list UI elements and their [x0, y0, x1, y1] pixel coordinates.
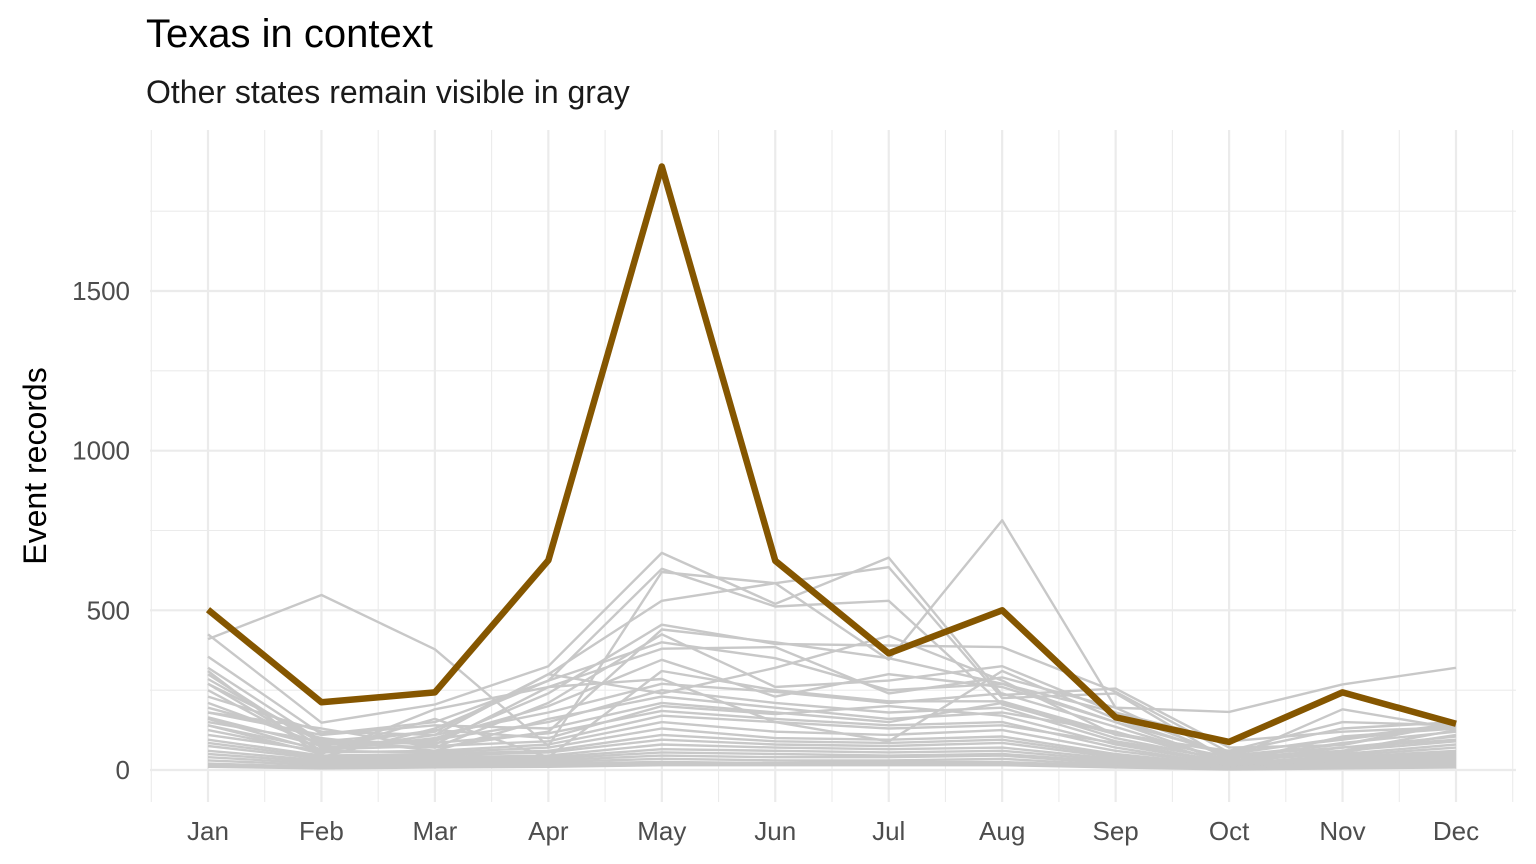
context-series-line [207, 634, 1457, 752]
x-tick-label: Mar [413, 816, 458, 846]
x-tick-label: Nov [1319, 816, 1365, 846]
context-series-line [207, 669, 1457, 757]
context-series-group [207, 519, 1457, 771]
y-axis-ticks: 0 500 1000 1500 [72, 276, 130, 785]
x-axis-ticks: Jan Feb Mar Apr May Jun Jul Aug Sep Oct Nov Dec [187, 816, 1479, 846]
context-series-line [207, 701, 1457, 762]
x-tick-label: Oct [1209, 816, 1250, 846]
x-tick-label: Aug [979, 816, 1025, 846]
x-tick-label: Feb [299, 816, 344, 846]
context-series-line [207, 628, 1457, 756]
highlight-series-group [205, 163, 1457, 746]
y-tick-label: 0 [116, 755, 130, 785]
y-tick-label: 1000 [72, 436, 130, 466]
context-series-line [207, 714, 1457, 764]
y-tick-label: 1500 [72, 276, 130, 306]
x-tick-label: Jan [187, 816, 229, 846]
x-tick-label: Jul [872, 816, 905, 846]
x-tick-label: Sep [1093, 816, 1139, 846]
context-series-line [207, 519, 1457, 748]
context-series-line [207, 669, 1457, 759]
chart-title: Texas in context [146, 12, 433, 56]
x-tick-label: Apr [528, 816, 569, 846]
context-series-line [207, 764, 1457, 771]
x-tick-label: Jun [754, 816, 796, 846]
y-tick-label: 500 [87, 595, 130, 625]
minor-gridlines [150, 130, 1516, 802]
chart-subtitle: Other states remain visible in gray [146, 74, 630, 110]
x-tick-label: Dec [1433, 816, 1479, 846]
x-tick-label: May [637, 816, 686, 846]
context-series-line [207, 641, 1457, 759]
texas-series-line [205, 163, 1457, 746]
y-axis-title: Event records [17, 367, 53, 564]
